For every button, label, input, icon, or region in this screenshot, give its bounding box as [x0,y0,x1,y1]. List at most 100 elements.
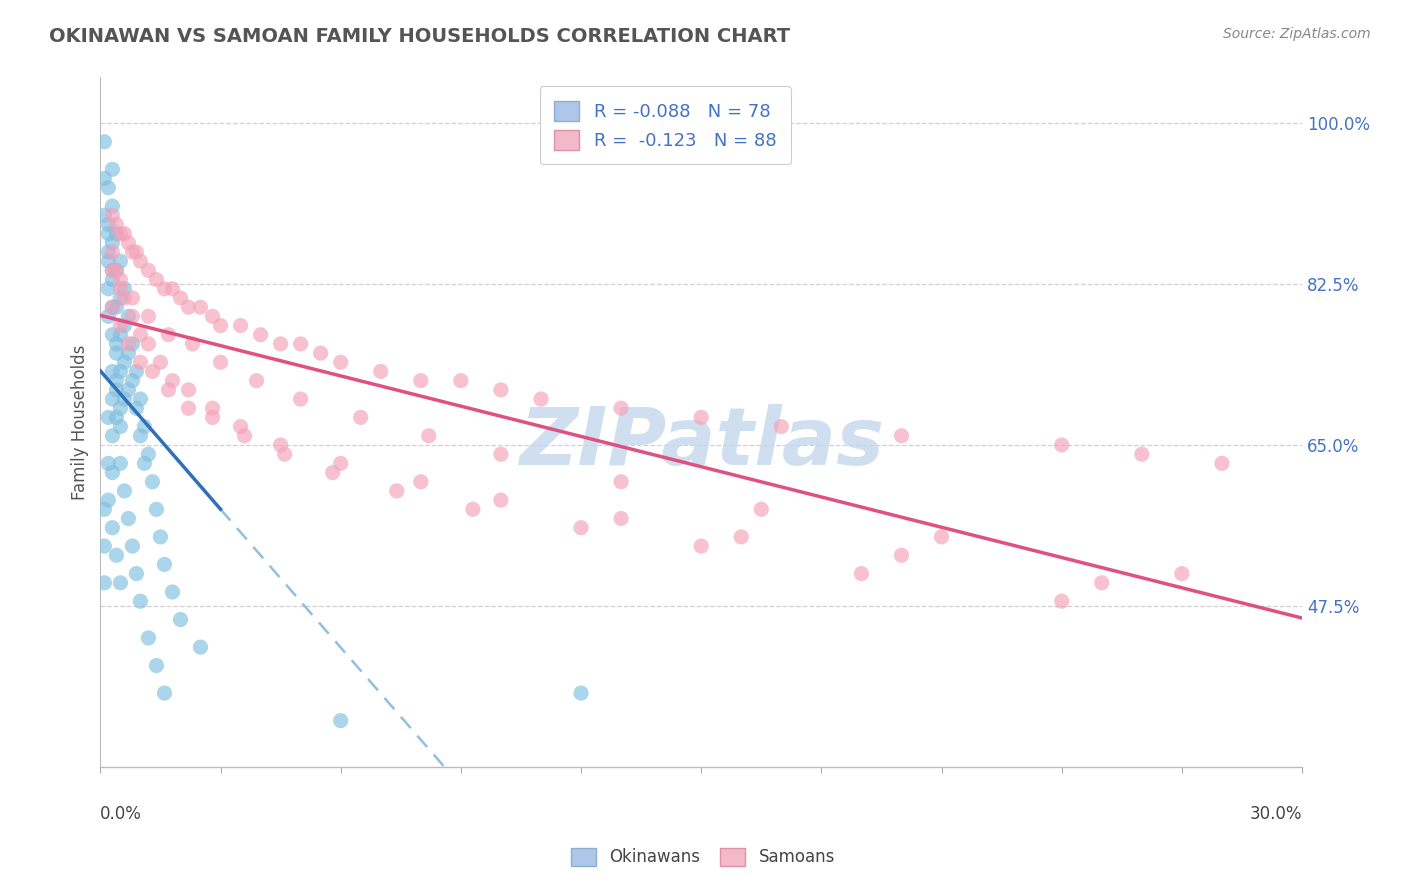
Point [153,686,176,700]
Point [385,483,408,498]
Point [229,318,252,333]
Point [112,227,135,241]
Point [97,310,120,324]
Point [177,401,200,416]
Point [112,392,135,406]
Point [117,235,139,250]
Point [105,383,128,397]
Point [125,566,148,581]
Point [190,640,212,654]
Point [105,346,128,360]
Point [209,318,232,333]
Point [110,318,132,333]
Point [112,282,135,296]
Point [112,318,135,333]
Point [101,521,124,535]
Point [149,530,172,544]
Y-axis label: Family Households: Family Households [72,344,89,500]
Point [112,291,135,305]
Point [101,272,124,286]
Point [1171,566,1194,581]
Point [93,539,115,553]
Point [121,310,143,324]
Point [134,456,156,470]
Point [125,401,148,416]
Point [105,300,128,314]
Point [129,327,152,342]
Point [101,162,124,177]
Point [105,263,128,277]
Point [117,310,139,324]
Point [134,419,156,434]
Point [157,327,180,342]
Point [93,575,115,590]
Point [209,355,232,369]
Point [190,300,212,314]
Point [245,374,267,388]
Point [450,374,472,388]
Point [105,227,128,241]
Point [153,282,176,296]
Point [117,346,139,360]
Text: Source: ZipAtlas.com: Source: ZipAtlas.com [1223,27,1371,41]
Point [93,171,115,186]
Point [101,364,124,378]
Point [101,300,124,314]
Point [121,245,143,260]
Point [149,355,172,369]
Point [329,714,352,728]
Point [97,410,120,425]
Point [201,401,224,416]
Point [93,135,115,149]
Point [97,254,120,268]
Point [153,558,176,572]
Point [1050,438,1073,452]
Point [141,364,163,378]
Point [101,392,124,406]
Point [129,594,152,608]
Point [121,291,143,305]
Point [309,346,332,360]
Point [201,410,224,425]
Point [1050,594,1073,608]
Point [97,456,120,470]
Point [121,374,143,388]
Point [93,502,115,516]
Point [931,530,953,544]
Point [105,374,128,388]
Point [569,686,592,700]
Legend: Okinawans, Samoans: Okinawans, Samoans [562,839,844,875]
Point [169,291,191,305]
Point [101,208,124,222]
Point [112,483,135,498]
Point [690,539,713,553]
Point [105,548,128,562]
Point [97,282,120,296]
Point [117,383,139,397]
Point [129,392,152,406]
Point [105,337,128,351]
Legend: R = -0.088   N = 78, R =  -0.123   N = 88: R = -0.088 N = 78, R = -0.123 N = 88 [540,87,790,164]
Point [101,199,124,213]
Point [138,631,160,645]
Point [105,218,128,232]
Text: 30.0%: 30.0% [1250,805,1302,823]
Point [145,502,167,516]
Point [110,401,132,416]
Point [101,327,124,342]
Point [249,327,271,342]
Point [181,337,204,351]
Point [121,539,143,553]
Point [273,447,295,461]
Point [690,410,713,425]
Point [138,337,160,351]
Point [105,263,128,277]
Point [125,364,148,378]
Point [229,419,252,434]
Point [138,263,160,277]
Point [270,438,292,452]
Point [145,272,167,286]
Point [112,355,135,369]
Point [117,337,139,351]
Point [489,447,512,461]
